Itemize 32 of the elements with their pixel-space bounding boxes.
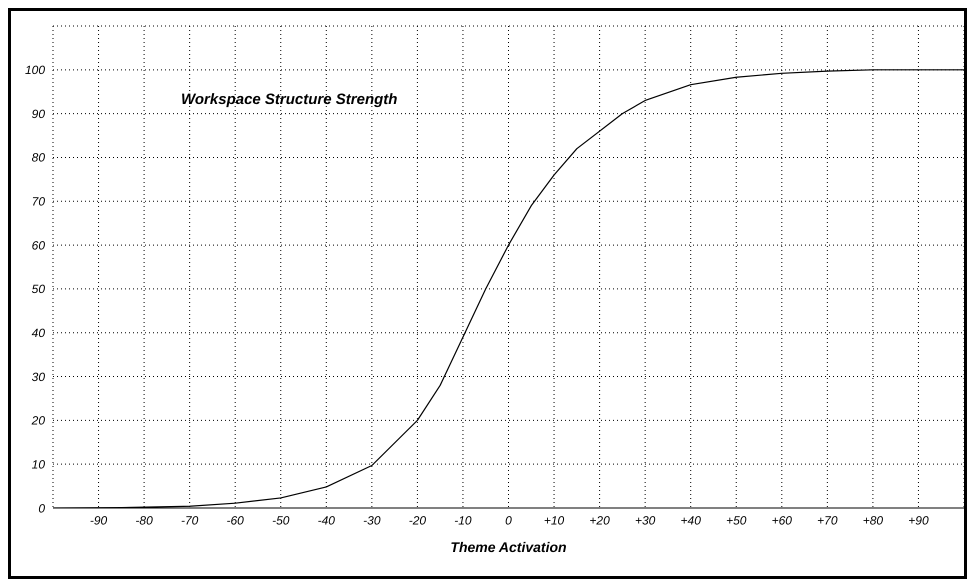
x-tick-label: -80	[135, 514, 154, 528]
y-tick-label: 50	[32, 282, 46, 296]
x-tick-label: -50	[272, 514, 290, 528]
y-tick-label: 30	[32, 370, 46, 384]
y-tick-label: 70	[32, 194, 46, 209]
y-tick-label: 60	[32, 238, 46, 252]
x-tick-label: +70	[817, 514, 838, 528]
y-tick-label: 10	[32, 457, 46, 472]
x-tick-label: +10	[544, 514, 565, 528]
x-tick-label: +50	[726, 514, 747, 528]
x-tick-label: -30	[363, 514, 381, 528]
x-tick-label: -40	[318, 514, 336, 528]
x-tick-label: +80	[862, 514, 884, 528]
x-tick-label: +40	[680, 514, 702, 528]
x-tick-label: 0	[505, 514, 512, 528]
x-tick-label: +90	[908, 514, 929, 528]
x-tick-label: -60	[226, 514, 244, 528]
x-tick-label: +60	[772, 514, 792, 528]
y-tick-label: 90	[32, 106, 46, 121]
y-tick-label: 20	[30, 414, 46, 428]
x-tick-label: -90	[90, 514, 108, 528]
x-tick-label: -20	[408, 514, 426, 528]
x-tick-label: +30	[634, 514, 656, 528]
x-tick-label: -70	[180, 514, 199, 528]
text: Workspace Structure Strength	[181, 91, 398, 108]
x-axis-title: Theme Activation	[450, 539, 567, 555]
y-tick-label: 100	[24, 63, 46, 78]
y-tick-label: 40	[32, 326, 46, 340]
y-tick-label: 0	[38, 501, 46, 516]
x-tick-label: +20	[589, 514, 610, 528]
y-tick-label: 80	[32, 150, 46, 165]
x-tick-label: -10	[454, 514, 472, 528]
